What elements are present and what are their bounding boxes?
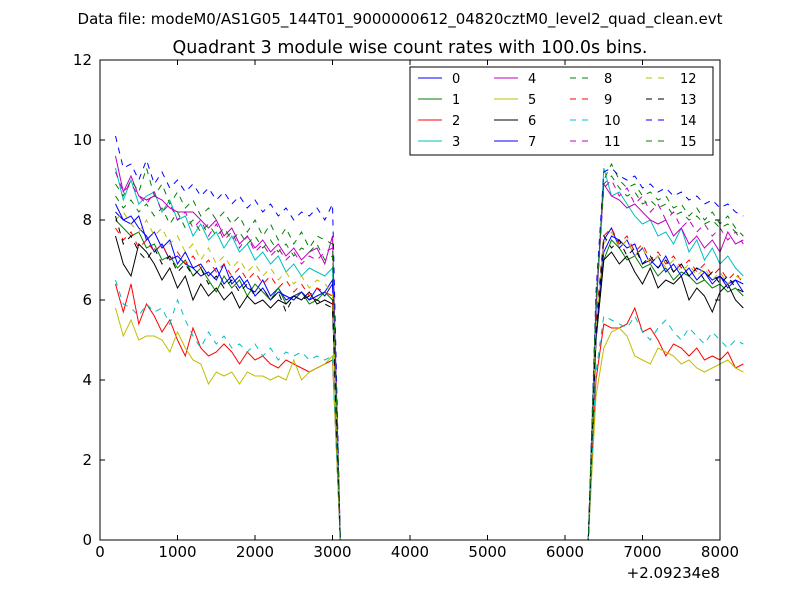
y-tick-label: 10	[73, 131, 92, 149]
series-line-3	[115, 167, 744, 541]
legend-label-8: 8	[604, 72, 612, 87]
y-tick-label: 4	[82, 371, 92, 389]
series-line-5	[115, 307, 744, 541]
chart-title: Quadrant 3 module wise count rates with …	[173, 38, 648, 58]
data-file-suptitle: Data file: modeM0/AS1G05_144T01_90000006…	[78, 10, 723, 29]
series-line-1	[115, 219, 744, 541]
x-tick-label: 7000	[623, 543, 661, 561]
y-tick-label: 0	[82, 531, 92, 549]
x-tick-label: 3000	[313, 543, 351, 561]
legend-label-9: 9	[604, 93, 612, 108]
legend-label-1: 1	[452, 93, 460, 108]
x-tick-label: 5000	[468, 543, 506, 561]
y-tick-label: 2	[82, 451, 92, 469]
legend-label-13: 13	[680, 93, 697, 108]
legend-label-3: 3	[452, 135, 460, 150]
x-tick-label: 4000	[391, 543, 429, 561]
y-tick-label: 8	[82, 211, 92, 229]
x-tick-label: 8000	[701, 543, 739, 561]
legend-label-14: 14	[680, 114, 697, 129]
series-line-10	[115, 279, 744, 541]
series-line-14	[115, 135, 744, 541]
legend-label-5: 5	[528, 93, 536, 108]
legend-label-6: 6	[528, 114, 536, 129]
series-line-8	[115, 162, 744, 541]
legend-label-4: 4	[528, 72, 536, 87]
legend-label-7: 7	[528, 135, 536, 150]
series-line-4	[115, 155, 744, 541]
y-tick-label: 12	[73, 51, 92, 69]
legend-label-2: 2	[452, 114, 460, 129]
legend-label-11: 11	[604, 135, 621, 150]
series-line-15	[115, 175, 744, 541]
legend-label-12: 12	[680, 72, 697, 87]
x-tick-label: 6000	[546, 543, 584, 561]
series-line-2	[115, 283, 744, 541]
legend-label-15: 15	[680, 135, 697, 150]
x-tick-label: 0	[95, 543, 105, 561]
series-lines	[115, 135, 744, 541]
x-tick-label: 1000	[158, 543, 196, 561]
series-line-0	[115, 203, 744, 541]
legend-frame	[409, 66, 714, 156]
y-tick-label: 6	[82, 291, 92, 309]
x-tick-label: 2000	[236, 543, 274, 561]
x-axis-offset-label: +2.09234e8	[627, 564, 720, 582]
legend-label-0: 0	[452, 72, 460, 87]
legend-label-10: 10	[604, 114, 621, 129]
axis-ticks: 0 1000 2000 3000 4000 5000 6000 7000 80000246810…	[73, 51, 739, 561]
